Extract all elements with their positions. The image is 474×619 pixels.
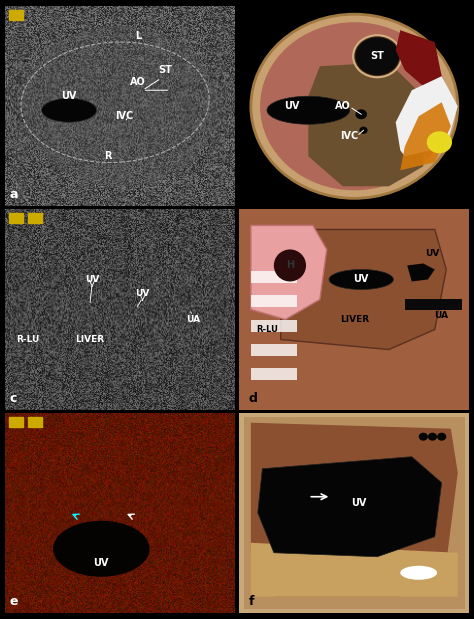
Ellipse shape — [267, 96, 350, 124]
Text: ST: ST — [370, 51, 384, 61]
Ellipse shape — [274, 249, 306, 282]
Circle shape — [428, 433, 437, 441]
Bar — [251, 295, 297, 308]
Text: UV: UV — [85, 275, 99, 284]
Bar — [27, 417, 42, 426]
Text: d: d — [248, 392, 257, 405]
Polygon shape — [251, 423, 458, 597]
Ellipse shape — [251, 14, 458, 198]
Text: ST: ST — [159, 65, 173, 76]
Text: a: a — [9, 188, 18, 201]
Bar — [27, 214, 42, 223]
Polygon shape — [281, 230, 446, 350]
Circle shape — [356, 110, 367, 119]
Bar — [251, 272, 297, 284]
Text: IVC: IVC — [341, 131, 359, 141]
Polygon shape — [400, 102, 451, 170]
Ellipse shape — [53, 521, 150, 577]
Circle shape — [437, 433, 446, 441]
Bar — [9, 10, 23, 20]
Text: UV: UV — [62, 91, 77, 102]
Polygon shape — [244, 417, 465, 609]
Text: b: b — [248, 188, 257, 201]
Text: R: R — [104, 151, 112, 162]
Text: UV: UV — [284, 102, 300, 111]
Text: LIVER: LIVER — [340, 315, 369, 324]
Ellipse shape — [260, 22, 448, 190]
Text: H: H — [286, 261, 294, 271]
Polygon shape — [251, 543, 458, 597]
Text: LIVER: LIVER — [75, 335, 104, 344]
Circle shape — [419, 433, 428, 441]
Text: UV: UV — [425, 249, 440, 258]
Bar — [251, 319, 297, 332]
Text: e: e — [9, 595, 18, 608]
Text: c: c — [9, 392, 17, 405]
Text: UA: UA — [435, 311, 449, 320]
Text: R-LU: R-LU — [256, 325, 278, 334]
Circle shape — [359, 127, 368, 134]
Text: UA: UA — [186, 315, 201, 324]
Polygon shape — [258, 457, 442, 556]
Polygon shape — [251, 225, 327, 319]
Ellipse shape — [329, 269, 393, 290]
Text: IVC: IVC — [115, 111, 133, 121]
Text: R-LU: R-LU — [16, 335, 39, 344]
Polygon shape — [396, 30, 442, 86]
Ellipse shape — [42, 98, 97, 123]
Bar — [251, 368, 297, 379]
Bar — [9, 417, 23, 426]
Bar — [9, 214, 23, 223]
Text: AO: AO — [335, 102, 351, 111]
Circle shape — [354, 37, 400, 76]
Text: UV: UV — [93, 558, 109, 568]
Polygon shape — [407, 264, 435, 282]
Text: f: f — [248, 595, 254, 608]
Text: UV: UV — [354, 274, 369, 285]
Bar — [251, 344, 297, 355]
Bar — [405, 300, 462, 310]
Polygon shape — [239, 209, 469, 410]
Ellipse shape — [400, 566, 437, 580]
Circle shape — [427, 131, 452, 154]
Polygon shape — [308, 63, 423, 186]
Text: AO: AO — [130, 77, 146, 87]
Text: UV: UV — [351, 498, 366, 508]
Text: L: L — [135, 31, 141, 41]
Polygon shape — [396, 76, 458, 156]
Text: UV: UV — [136, 289, 150, 298]
